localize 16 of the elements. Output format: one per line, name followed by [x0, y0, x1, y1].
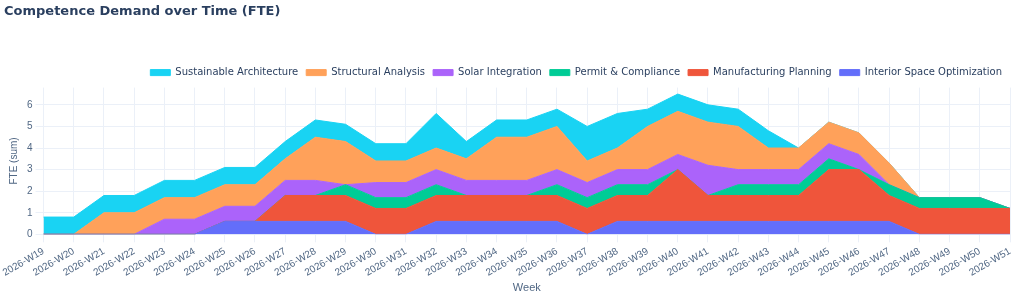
- y-tick-label: 3: [27, 163, 33, 175]
- y-tick-label: 0: [27, 228, 33, 240]
- legend-label: Solar Integration: [458, 66, 542, 78]
- y-tick-label: 2: [27, 184, 33, 196]
- y-tick-label: 5: [27, 120, 33, 132]
- legend-label: Structural Analysis: [331, 66, 426, 78]
- y-axis-title: FTE (sum): [7, 137, 19, 185]
- legend-label: Permit & Compliance: [574, 66, 681, 78]
- y-tick-label: 4: [27, 141, 33, 153]
- legend-label: Sustainable Architecture: [175, 66, 299, 78]
- y-tick-label: 1: [27, 206, 33, 218]
- legend-label: Manufacturing Planning: [713, 66, 832, 78]
- x-axis-title: Week: [512, 281, 542, 294]
- legend-label: Interior Space Optimization: [864, 66, 1002, 78]
- chart-title: Competence Demand over Time (FTE): [4, 3, 281, 19]
- y-tick-label: 6: [27, 98, 33, 110]
